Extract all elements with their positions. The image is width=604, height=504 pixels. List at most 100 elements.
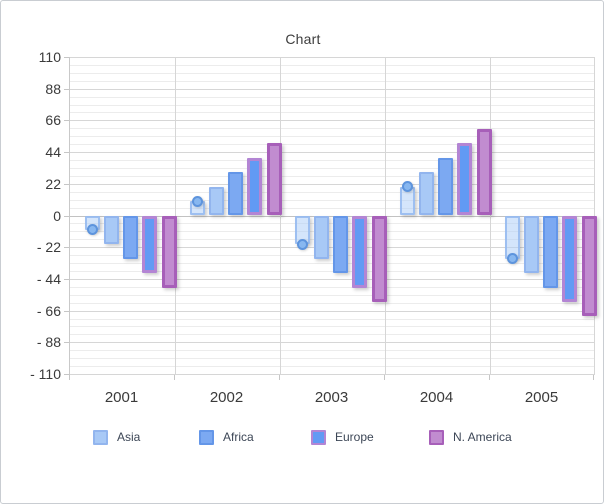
x-axis-tick	[593, 375, 594, 380]
minor-gridline	[70, 366, 595, 368]
bar-europe-2001[interactable]	[142, 215, 158, 274]
legend-label: Africa	[223, 430, 254, 444]
y-axis-tick-label: 66	[45, 112, 61, 129]
minor-gridline	[70, 334, 595, 336]
bar-africa-2002[interactable]	[228, 172, 244, 216]
y-axis-tick	[64, 215, 69, 217]
major-gridline	[70, 342, 595, 344]
minor-gridline	[70, 350, 595, 352]
y-axis-tick-label: 88	[45, 80, 61, 97]
bar-n-america-2005[interactable]	[581, 215, 597, 317]
bar-africa-2005[interactable]	[543, 215, 559, 288]
y-axis-tick	[64, 120, 69, 122]
legend-item-africa[interactable]: Africa	[199, 429, 254, 445]
minor-gridline	[70, 167, 595, 169]
y-axis-tick	[64, 342, 69, 344]
major-gridline	[70, 374, 595, 375]
minor-gridline	[70, 144, 595, 146]
y-axis-tick-label: 22	[45, 175, 61, 192]
legend-label: Europe	[335, 430, 374, 444]
x-axis-label-2003: 2003	[314, 389, 349, 406]
x-axis-tick	[69, 375, 70, 380]
y-axis-tick-label: 110	[38, 49, 61, 65]
y-axis-tick-label: - 66	[36, 302, 61, 319]
minor-gridline	[70, 64, 595, 66]
legend-swatch-icon	[429, 429, 444, 445]
minor-gridline	[70, 223, 595, 225]
y-axis-tick	[64, 310, 69, 312]
major-gridline	[70, 57, 595, 58]
legend-label: Asia	[117, 430, 141, 444]
legend-swatch-icon	[311, 429, 326, 445]
major-gridline	[70, 152, 595, 154]
minor-gridline	[70, 270, 595, 272]
bar-africa-2001[interactable]	[123, 215, 139, 259]
minor-gridline	[70, 160, 595, 162]
minor-gridline	[70, 326, 595, 328]
zero-gridline	[70, 215, 595, 217]
minor-gridline	[70, 80, 595, 82]
legend-item-europe[interactable]: Europe	[311, 429, 374, 445]
point-marker-2004[interactable]	[401, 181, 413, 193]
minor-gridline	[70, 136, 595, 138]
major-gridline	[70, 183, 595, 185]
y-axis-tick-label: 44	[45, 144, 61, 161]
bar-n-america-2001[interactable]	[161, 215, 177, 288]
bar-n-america-2004[interactable]	[476, 129, 492, 216]
y-axis-tick	[64, 57, 69, 58]
point-marker-2005[interactable]	[506, 253, 518, 265]
chart-title: Chart	[285, 31, 321, 47]
major-gridline	[70, 310, 595, 312]
point-marker-2002[interactable]	[191, 195, 203, 207]
minor-gridline	[70, 72, 595, 74]
legend-item-n-america[interactable]: N. America	[429, 429, 512, 445]
vertical-gridline	[280, 57, 281, 374]
bar-asia-2005[interactable]	[523, 215, 539, 274]
bar-europe-2004[interactable]	[457, 143, 473, 216]
y-axis-tick-label: - 88	[36, 334, 61, 351]
x-axis-label-2005: 2005	[524, 389, 559, 406]
x-axis-label-2001: 2001	[104, 389, 139, 406]
minor-gridline	[70, 199, 595, 201]
bar-africa-2004[interactable]	[438, 157, 454, 216]
y-axis-tick-label: 0	[53, 207, 61, 224]
major-gridline	[70, 88, 595, 90]
bar-europe-2005[interactable]	[562, 215, 578, 302]
minor-gridline	[70, 294, 595, 296]
y-axis-tick	[64, 152, 69, 154]
bar-n-america-2002[interactable]	[266, 143, 282, 216]
minor-gridline	[70, 231, 595, 233]
x-axis-label-2004: 2004	[419, 389, 454, 406]
minor-gridline	[70, 318, 595, 320]
legend-swatch-icon	[199, 429, 214, 445]
minor-gridline	[70, 255, 595, 257]
minor-gridline	[70, 128, 595, 130]
x-axis-tick	[489, 375, 490, 380]
minor-gridline	[70, 239, 595, 241]
bar-asia-2002[interactable]	[208, 186, 224, 216]
minor-gridline	[70, 263, 595, 265]
bar-africa-2003[interactable]	[333, 215, 349, 274]
y-axis-tick	[64, 247, 69, 249]
bar-europe-2002[interactable]	[247, 157, 263, 216]
minor-gridline	[70, 302, 595, 304]
minor-gridline	[70, 286, 595, 288]
minor-gridline	[70, 207, 595, 209]
y-axis-tick-label: - 22	[36, 239, 61, 256]
bar-asia-2001[interactable]	[103, 215, 119, 245]
legend-item-asia[interactable]: Asia	[93, 429, 140, 445]
point-marker-2003[interactable]	[296, 238, 308, 250]
point-marker-2001[interactable]	[86, 224, 98, 236]
major-gridline	[70, 120, 595, 122]
bar-n-america-2003[interactable]	[371, 215, 387, 302]
y-axis-tick	[64, 374, 69, 375]
x-axis-tick	[279, 375, 280, 380]
major-gridline	[70, 247, 595, 249]
bar-europe-2003[interactable]	[352, 215, 368, 288]
y-axis-tick	[64, 183, 69, 185]
bar-asia-2004[interactable]	[418, 172, 434, 216]
minor-gridline	[70, 112, 595, 114]
plot-area	[69, 57, 597, 375]
bar-asia-2003[interactable]	[313, 215, 329, 259]
